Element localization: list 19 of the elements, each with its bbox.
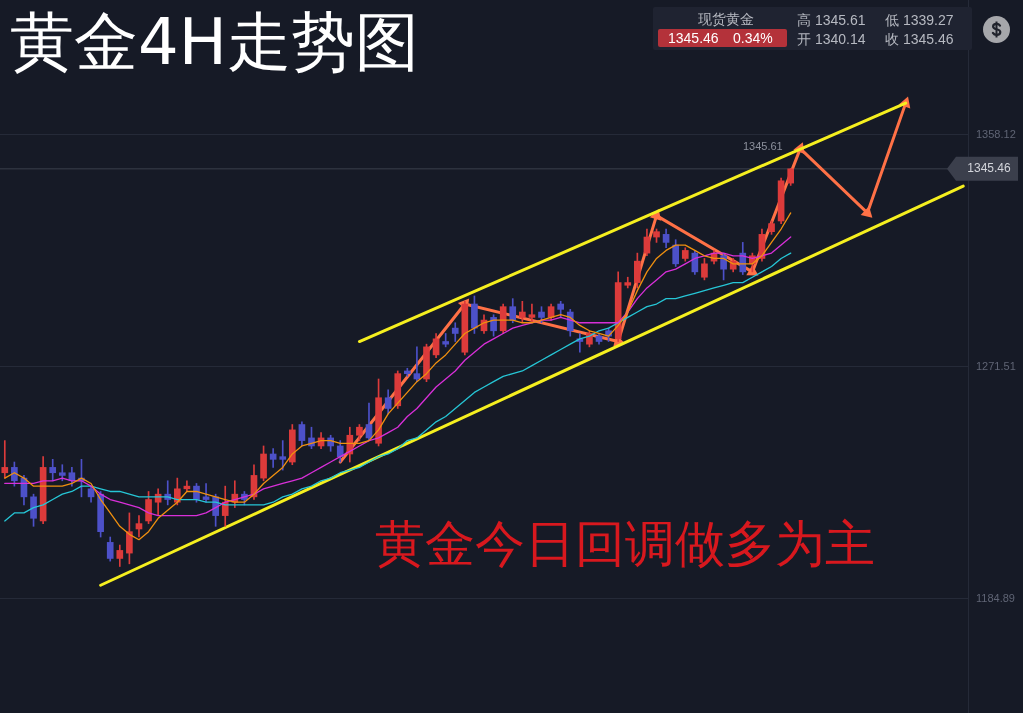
y-tick-label: 1184.89: [976, 591, 1015, 604]
point: [860, 206, 873, 218]
annotation: 0.34%: [733, 29, 773, 47]
annotation: 低 1339.27: [885, 12, 954, 28]
y-tick-label: 1271.51: [976, 359, 1016, 372]
chart-title: 黄金4H走势图: [10, 4, 419, 81]
annotation: 1345.46: [668, 29, 719, 47]
candlestick: [279, 440, 287, 471]
candlestick: [624, 276, 632, 289]
price-badge: 1345.46 0.34%: [658, 29, 787, 47]
candlestick: [58, 464, 66, 482]
y-tick-label: 1358.12: [976, 127, 1016, 140]
annotation: 1345.61: [742, 139, 783, 152]
annotation: 高 1345.61: [797, 12, 866, 28]
annotation: 收 1345.46: [885, 31, 954, 47]
ref-line-label: 1345.46: [967, 161, 1012, 176]
annotation: 黄金今日回调做多为主: [375, 514, 875, 574]
annotation: 现货黄金: [698, 11, 754, 27]
annotation: 开 1340.14: [797, 31, 866, 47]
